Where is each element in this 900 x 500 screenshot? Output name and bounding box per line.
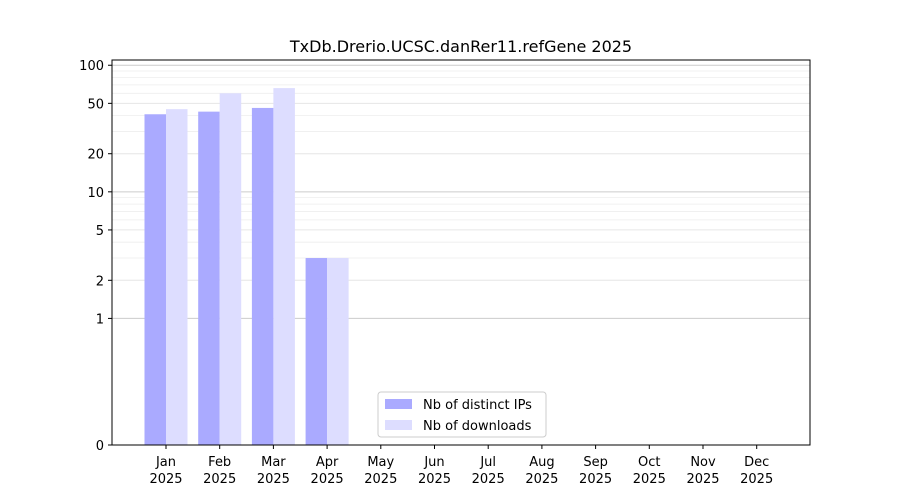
- x-tick-label-year: 2025: [472, 472, 505, 487]
- x-tick-label-year: 2025: [257, 472, 290, 487]
- x-tick-label-year: 2025: [686, 472, 719, 487]
- y-axis: 0 1 2 5 10 20 50 100: [79, 59, 112, 454]
- x-tick-label-year: 2025: [418, 472, 451, 487]
- x-tick-label-month: Oct: [638, 455, 660, 470]
- x-tick-label-month: Nov: [690, 455, 716, 470]
- bar-distinct-ips: [251, 107, 274, 446]
- x-axis: Jan 2025 Feb 2025 Mar 2025 Apr 2025 May 2025 Jun 20…: [149, 445, 773, 487]
- x-tick-label-year: 2025: [311, 472, 344, 487]
- x-tick-label-year: 2025: [740, 472, 773, 487]
- y-tick-label: 0: [96, 439, 104, 454]
- x-tick-label-year: 2025: [579, 472, 612, 487]
- y-tick-label: 50: [87, 97, 104, 112]
- x-tick-label-year: 2025: [633, 472, 666, 487]
- x-tick-label-month: Jul: [479, 455, 496, 470]
- x-tick-label-year: 2025: [149, 472, 182, 487]
- chart-title: TxDb.Drerio.UCSC.danRer11.refGene 2025: [289, 37, 632, 56]
- bar-downloads: [166, 109, 188, 446]
- legend-swatch: [385, 420, 412, 430]
- bar-distinct-ips: [198, 111, 220, 445]
- y-tick-label: 20: [87, 148, 104, 163]
- bar-downloads: [327, 258, 349, 445]
- legend: Nb of distinct IPs Nb of downloads: [377, 391, 547, 438]
- x-tick-label-year: 2025: [364, 472, 397, 487]
- legend-label: Nb of downloads: [423, 419, 532, 434]
- bar-distinct-ips: [144, 114, 166, 445]
- x-tick-label-month: Jun: [423, 455, 444, 470]
- x-tick-label-year: 2025: [525, 472, 558, 487]
- y-tick-label: 1: [96, 312, 104, 327]
- bars: [144, 88, 349, 446]
- plot-frame: [111, 59, 811, 446]
- y-tick-label: 2: [96, 274, 104, 289]
- x-tick-label-month: Sep: [583, 455, 608, 470]
- x-tick-label-month: Jan: [155, 455, 176, 470]
- y-tick-label: 100: [79, 59, 104, 74]
- x-tick-label-year: 2025: [203, 472, 236, 487]
- x-tick-label-month: Dec: [744, 455, 769, 470]
- x-tick-label-month: Aug: [529, 455, 554, 470]
- y-tick-label: 5: [96, 224, 104, 239]
- y-tick-label: 10: [87, 186, 104, 201]
- x-tick-label-month: Feb: [208, 455, 231, 470]
- bar-distinct-ips: [305, 258, 328, 445]
- bar-downloads: [273, 88, 295, 445]
- x-tick-label-month: May: [367, 455, 394, 470]
- x-tick-label-month: Mar: [261, 455, 286, 470]
- legend-box: [377, 391, 547, 438]
- legend-label: Nb of distinct IPs: [423, 398, 532, 413]
- legend-swatch: [385, 399, 412, 409]
- x-tick-label-month: Apr: [316, 455, 339, 470]
- bar-downloads: [219, 93, 242, 445]
